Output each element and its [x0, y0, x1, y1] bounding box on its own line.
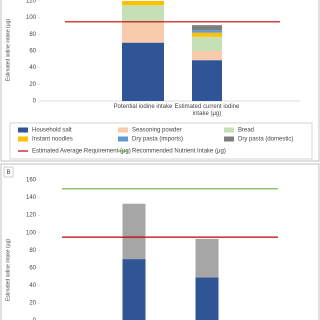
bar-segment: [192, 51, 222, 61]
legend-swatch: [224, 127, 234, 133]
bar-segment: [195, 277, 219, 320]
y-tick-label: 120: [26, 0, 37, 5]
y-tick-label: 0: [33, 99, 37, 105]
legend-swatch: [118, 127, 128, 133]
y-tick-label: 140: [26, 195, 37, 201]
panel-label: B: [6, 170, 10, 176]
legend-swatch: [224, 136, 234, 142]
legend-label: Recommended Nutrient Intake (μg): [132, 149, 226, 155]
y-tick-label: 120: [26, 213, 37, 219]
legend-label: Dry pasta (domestic): [238, 137, 293, 143]
bar-segment: [122, 21, 164, 43]
x-tick-label: Estimated current iodine intake (μg): [174, 104, 240, 117]
legend-swatch: [118, 136, 128, 142]
y-tick-label: 40: [29, 283, 36, 289]
y-tick-label: 0: [33, 318, 37, 320]
y-tick-label: 60: [29, 49, 36, 55]
y-tick-label: 80: [29, 32, 36, 38]
legend-box: [9, 122, 313, 160]
x-tick-label: Potential iodine intake: [113, 104, 173, 110]
y-tick-label: 80: [29, 248, 36, 254]
panel-a-frame: [0, 0, 320, 162]
bar-segment: [122, 259, 146, 320]
y-tick-label: 160: [26, 178, 37, 184]
legend-label: Dry pasta (imports): [132, 137, 183, 143]
bar-segment: [192, 32, 222, 37]
y-tick-label: 100: [26, 230, 37, 236]
legend-swatch: [18, 136, 28, 142]
legend-label: Household salt: [32, 128, 72, 134]
legend-label: Bread: [238, 128, 254, 134]
bar-segment: [195, 238, 219, 278]
y-tick-label: 20: [29, 82, 36, 88]
legend-label: Seasoning powder: [132, 128, 182, 134]
panel-b-frame: [0, 163, 320, 320]
y-tick-label: 40: [29, 65, 36, 71]
panel-label-box: [3, 166, 14, 178]
bar-segment: [192, 60, 222, 101]
bar-segment: [122, 1, 164, 6]
bar-segment: [192, 36, 222, 51]
y-tick-label: 20: [29, 301, 36, 307]
legend-swatch: [18, 127, 28, 133]
y-axis-label: Estimated iodine intake (μg): [5, 239, 11, 301]
y-axis-label: Estimated iodine intake (μg): [5, 19, 11, 81]
bar-segment: [192, 30, 222, 33]
legend-label: Estimated Average Requirement (μg): [32, 149, 131, 155]
bar-segment: [122, 5, 164, 22]
bar-segment: [122, 42, 164, 101]
bar-segment: [122, 203, 146, 260]
bar-segment: [192, 25, 222, 31]
y-tick-label: 100: [26, 15, 37, 21]
y-tick-label: 60: [29, 265, 36, 271]
legend-label: Instant noodles: [32, 137, 73, 143]
